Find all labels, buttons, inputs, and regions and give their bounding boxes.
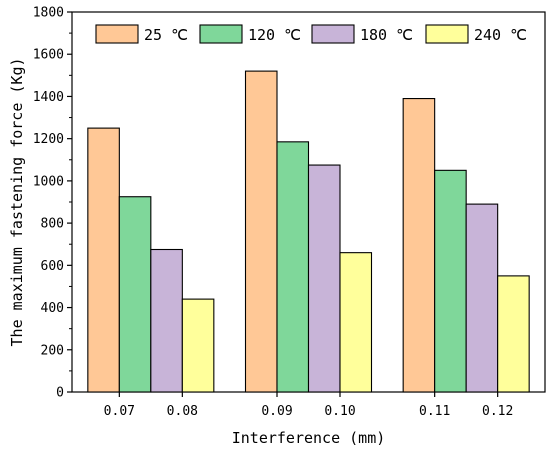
- legend: 25 ℃ 120 ℃ 180 ℃ 240 ℃: [95, 24, 527, 44]
- legend-swatch: [95, 24, 139, 44]
- bar: [87, 127, 120, 393]
- y-tick-label: 200: [41, 343, 64, 358]
- x-axis-title: Interference (mm): [232, 429, 386, 447]
- x-tick-label: 0.11: [419, 404, 450, 419]
- y-tick-label: 0: [56, 386, 64, 401]
- bar: [497, 275, 530, 393]
- bar: [434, 169, 467, 393]
- legend-label: 25 ℃: [144, 26, 188, 44]
- bar: [276, 141, 310, 393]
- x-tick-label: 0.12: [482, 404, 513, 419]
- x-tick-label: 0.08: [167, 404, 198, 419]
- x-tick-label: 0.09: [261, 404, 292, 419]
- y-tick-label: 400: [41, 301, 64, 316]
- bar: [181, 298, 215, 393]
- y-tick-label: 600: [41, 259, 64, 274]
- legend-swatch: [199, 24, 243, 44]
- y-tick-label: 1200: [33, 132, 64, 147]
- bar: [118, 196, 152, 393]
- x-axis: 0.07 0.08 0.09 0.10 0.11 0.12: [104, 392, 513, 419]
- y-tick-label: 1400: [33, 90, 64, 105]
- y-tick-label: 1000: [33, 174, 64, 189]
- y-tick-label: 1800: [33, 6, 64, 21]
- y-axis-title: The maximum fastening force (Kg): [8, 58, 26, 347]
- legend-label: 240 ℃: [474, 26, 527, 44]
- bar: [339, 252, 373, 393]
- bar: [465, 203, 499, 393]
- bars-layer: [87, 70, 530, 393]
- y-axis: 0 200 400 600 800 1000 1200 1400 1600 1800: [33, 6, 72, 401]
- bar: [150, 248, 183, 393]
- x-tick-label: 0.10: [324, 404, 355, 419]
- y-tick-label: 800: [41, 217, 64, 232]
- bar: [307, 164, 341, 393]
- bar: [402, 98, 436, 393]
- legend-label: 180 ℃: [360, 26, 413, 44]
- x-tick-label: 0.07: [104, 404, 135, 419]
- legend-swatch: [311, 24, 355, 44]
- legend-label: 120 ℃: [248, 26, 301, 44]
- legend-swatch: [425, 24, 469, 44]
- bar: [244, 70, 278, 393]
- y-tick-label: 1600: [33, 48, 64, 63]
